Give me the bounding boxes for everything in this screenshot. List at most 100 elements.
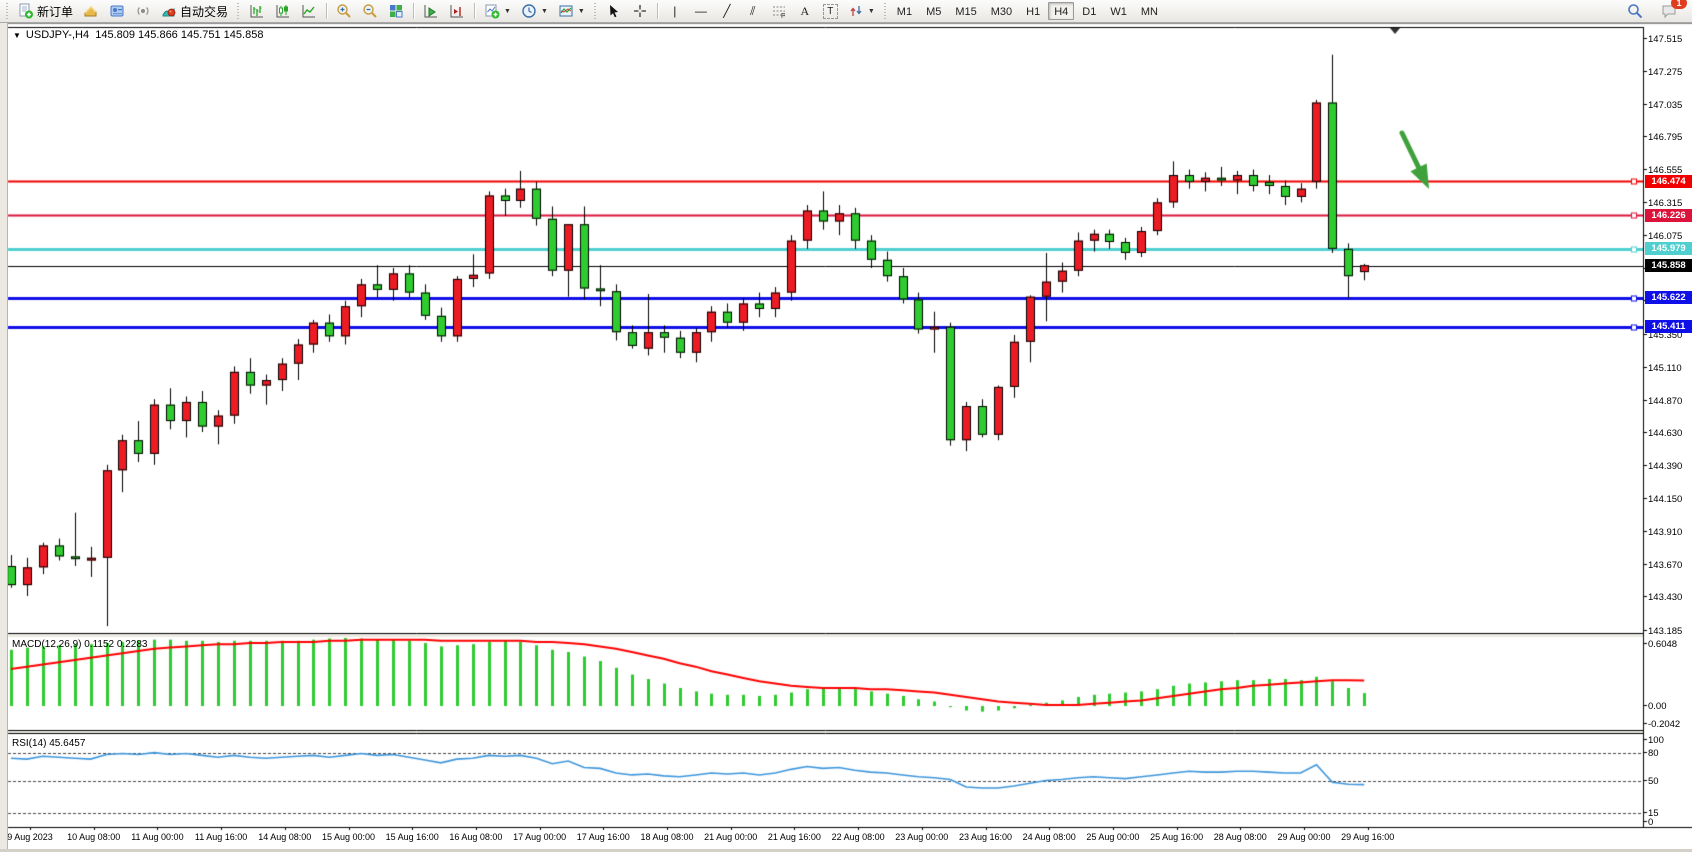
- indicators-dropdown-button[interactable]: ▼: [479, 1, 516, 21]
- timeframe-button-w1[interactable]: W1: [1104, 2, 1133, 20]
- timeframe-button-m5[interactable]: M5: [920, 2, 947, 20]
- time-axis-label: 16 Aug 08:00: [449, 832, 503, 842]
- crosshair-icon: [632, 3, 648, 19]
- toolbar-grip[interactable]: [592, 3, 598, 19]
- notifications-button[interactable]: 1: [1656, 0, 1687, 21]
- price-line-tag: 146.226: [1645, 208, 1692, 222]
- time-axis-label: 18 Aug 08:00: [640, 832, 694, 842]
- time-axis-label: 15 Aug 00:00: [321, 832, 376, 842]
- time-axis-label: 28 Aug 08:00: [1213, 832, 1267, 842]
- arrows-tool-button[interactable]: ▼: [843, 1, 880, 21]
- zoom-out-button[interactable]: [357, 1, 383, 21]
- indicator-axis-label: 0: [1648, 817, 1654, 828]
- time-axis-label: 23 Aug 16:00: [958, 832, 1013, 842]
- price-axis-label: 146.795: [1648, 132, 1683, 144]
- timeframe-button-m30[interactable]: M30: [985, 2, 1018, 20]
- chart-shift-button[interactable]: [444, 1, 470, 21]
- navigator-button[interactable]: [104, 1, 130, 21]
- tile-windows-button[interactable]: [383, 1, 409, 21]
- tile-windows-icon: [388, 3, 404, 19]
- chevron-down-icon: ▼: [540, 7, 548, 15]
- price-axis-label: 147.275: [1648, 66, 1683, 78]
- rsi-name: RSI(14): [12, 738, 47, 749]
- timeframe-button-m15[interactable]: M15: [949, 2, 982, 20]
- vertical-line-tool-button[interactable]: |: [662, 1, 688, 21]
- price-axis-label: 144.390: [1648, 461, 1683, 473]
- time-axis-label: 10 Aug 08:00: [67, 832, 121, 842]
- line-chart-button[interactable]: [296, 1, 322, 21]
- market-watch-button[interactable]: [78, 1, 104, 21]
- rsi-value: 45.6457: [49, 738, 86, 749]
- price-axis-label: 144.870: [1648, 395, 1683, 407]
- timeframe-button-d1[interactable]: D1: [1076, 2, 1102, 20]
- chart-dropdown-icon[interactable]: ▼: [13, 31, 21, 40]
- add-indicator-icon: [484, 3, 500, 19]
- toolbar-separator: [413, 3, 415, 19]
- time-axis-label: 23 Aug 00:00: [895, 832, 949, 842]
- price-axis-label: 144.630: [1648, 428, 1683, 440]
- horizontal-line-tool-button[interactable]: —: [688, 1, 714, 21]
- timeframe-button-h4[interactable]: H4: [1048, 2, 1075, 20]
- time-axis-label: 17 Aug 16:00: [576, 832, 630, 842]
- cursor-tool-button[interactable]: [601, 1, 627, 21]
- text-label-tool-button[interactable]: T: [818, 1, 843, 21]
- price-axis-label: 147.035: [1648, 99, 1683, 111]
- timeframe-button-h1[interactable]: H1: [1020, 2, 1046, 20]
- bar-chart-button[interactable]: [244, 1, 270, 21]
- timeframe-button-mn[interactable]: MN: [1135, 2, 1164, 20]
- trendline-tool-button[interactable]: ╱: [714, 1, 740, 21]
- trendline-icon: ╱: [723, 4, 731, 18]
- crosshair-tool-button[interactable]: [627, 1, 653, 21]
- new-order-button[interactable]: 新订单: [13, 1, 78, 21]
- auto-trading-button[interactable]: 自动交易: [156, 1, 233, 21]
- price-axis-label: 144.150: [1648, 493, 1683, 505]
- candlestick-chart-icon: [275, 3, 291, 19]
- equidistant-channel-tool-button[interactable]: ⫽: [740, 1, 766, 21]
- indicator-axis-label: 0.6048: [1648, 639, 1678, 650]
- indicator-axis-label: 15: [1648, 808, 1659, 820]
- toolbar-grip[interactable]: [882, 3, 888, 19]
- template-icon: [558, 3, 574, 19]
- indicator-axis-label: 0.00: [1648, 701, 1667, 713]
- notification-badge: 1: [1671, 0, 1687, 9]
- price-line-tag: 145.411: [1645, 320, 1692, 334]
- timeframe-toolbar: M1 M5 M15 M30 H1 H4 D1 W1 MN: [891, 2, 1164, 20]
- broadcast-icon: [135, 3, 151, 19]
- toolbar-separator: [656, 3, 658, 19]
- auto-scroll-button[interactable]: [418, 1, 444, 21]
- main-toolbar: 新订单 自动交易: [0, 0, 1692, 23]
- indicator-axis-label: 50: [1648, 775, 1659, 787]
- fibonacci-icon: F: [771, 3, 787, 20]
- templates-dropdown-button[interactable]: ▼: [553, 1, 590, 21]
- search-button[interactable]: [1622, 1, 1648, 21]
- vertical-line-icon: |: [673, 4, 677, 18]
- strategy-tester-button[interactable]: [130, 1, 156, 21]
- text-tool-button[interactable]: A: [792, 1, 818, 21]
- periods-dropdown-button[interactable]: ▼: [516, 1, 553, 21]
- time-axis-label: 22 Aug 08:00: [831, 832, 885, 842]
- ohlc-values: 145.809 145.866 145.751 145.858: [95, 29, 264, 41]
- toolbar-right-group: 1: [1622, 0, 1690, 21]
- price-axis-label: 145.350: [1648, 329, 1683, 341]
- toolbar-separator: [326, 3, 328, 19]
- price-axis-label: 145.110: [1648, 362, 1682, 374]
- toolbar-grip[interactable]: [236, 3, 242, 19]
- time-axis-label: 9 Aug 2023: [7, 832, 53, 842]
- chart-title: ▼ USDJPY-,H4 145.809 145.866 145.751 145.…: [13, 29, 263, 41]
- fibonacci-tool-button[interactable]: F: [766, 1, 792, 21]
- macd-indicator-label: MACD(12,26,9) 0.1152 0.2283: [12, 639, 147, 650]
- price-line-tag: 145.622: [1645, 291, 1692, 305]
- clock-icon: [521, 3, 537, 19]
- time-axis-label: 24 Aug 08:00: [1022, 832, 1076, 842]
- new-order-icon: [18, 3, 34, 19]
- zoom-in-icon: [336, 3, 352, 19]
- line-chart-icon: [301, 3, 317, 19]
- candlestick-chart-button[interactable]: [270, 1, 296, 21]
- price-line-tag: 145.979: [1645, 242, 1692, 256]
- timeframe-button-m1[interactable]: M1: [891, 2, 918, 20]
- toolbar-grip[interactable]: [5, 3, 10, 19]
- chevron-down-icon: ▼: [867, 7, 875, 15]
- zoom-in-button[interactable]: [331, 1, 357, 21]
- chevron-down-icon: ▼: [504, 7, 511, 15]
